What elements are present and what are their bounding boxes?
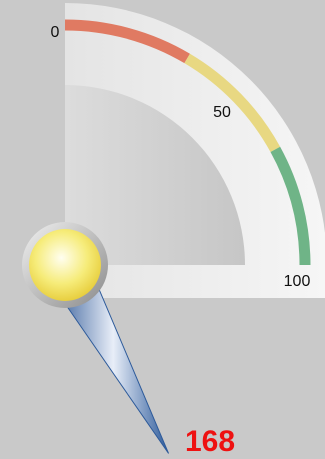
gauge-inner [65,85,245,265]
gauge-band [64,19,190,64]
knob [29,229,101,301]
gauge-band [184,53,281,153]
value-label: 168 [185,425,235,458]
tick-label: 0 [51,24,60,41]
tick-label: 100 [284,273,311,290]
tick-label: 50 [213,104,231,121]
gauge-band [270,146,311,266]
